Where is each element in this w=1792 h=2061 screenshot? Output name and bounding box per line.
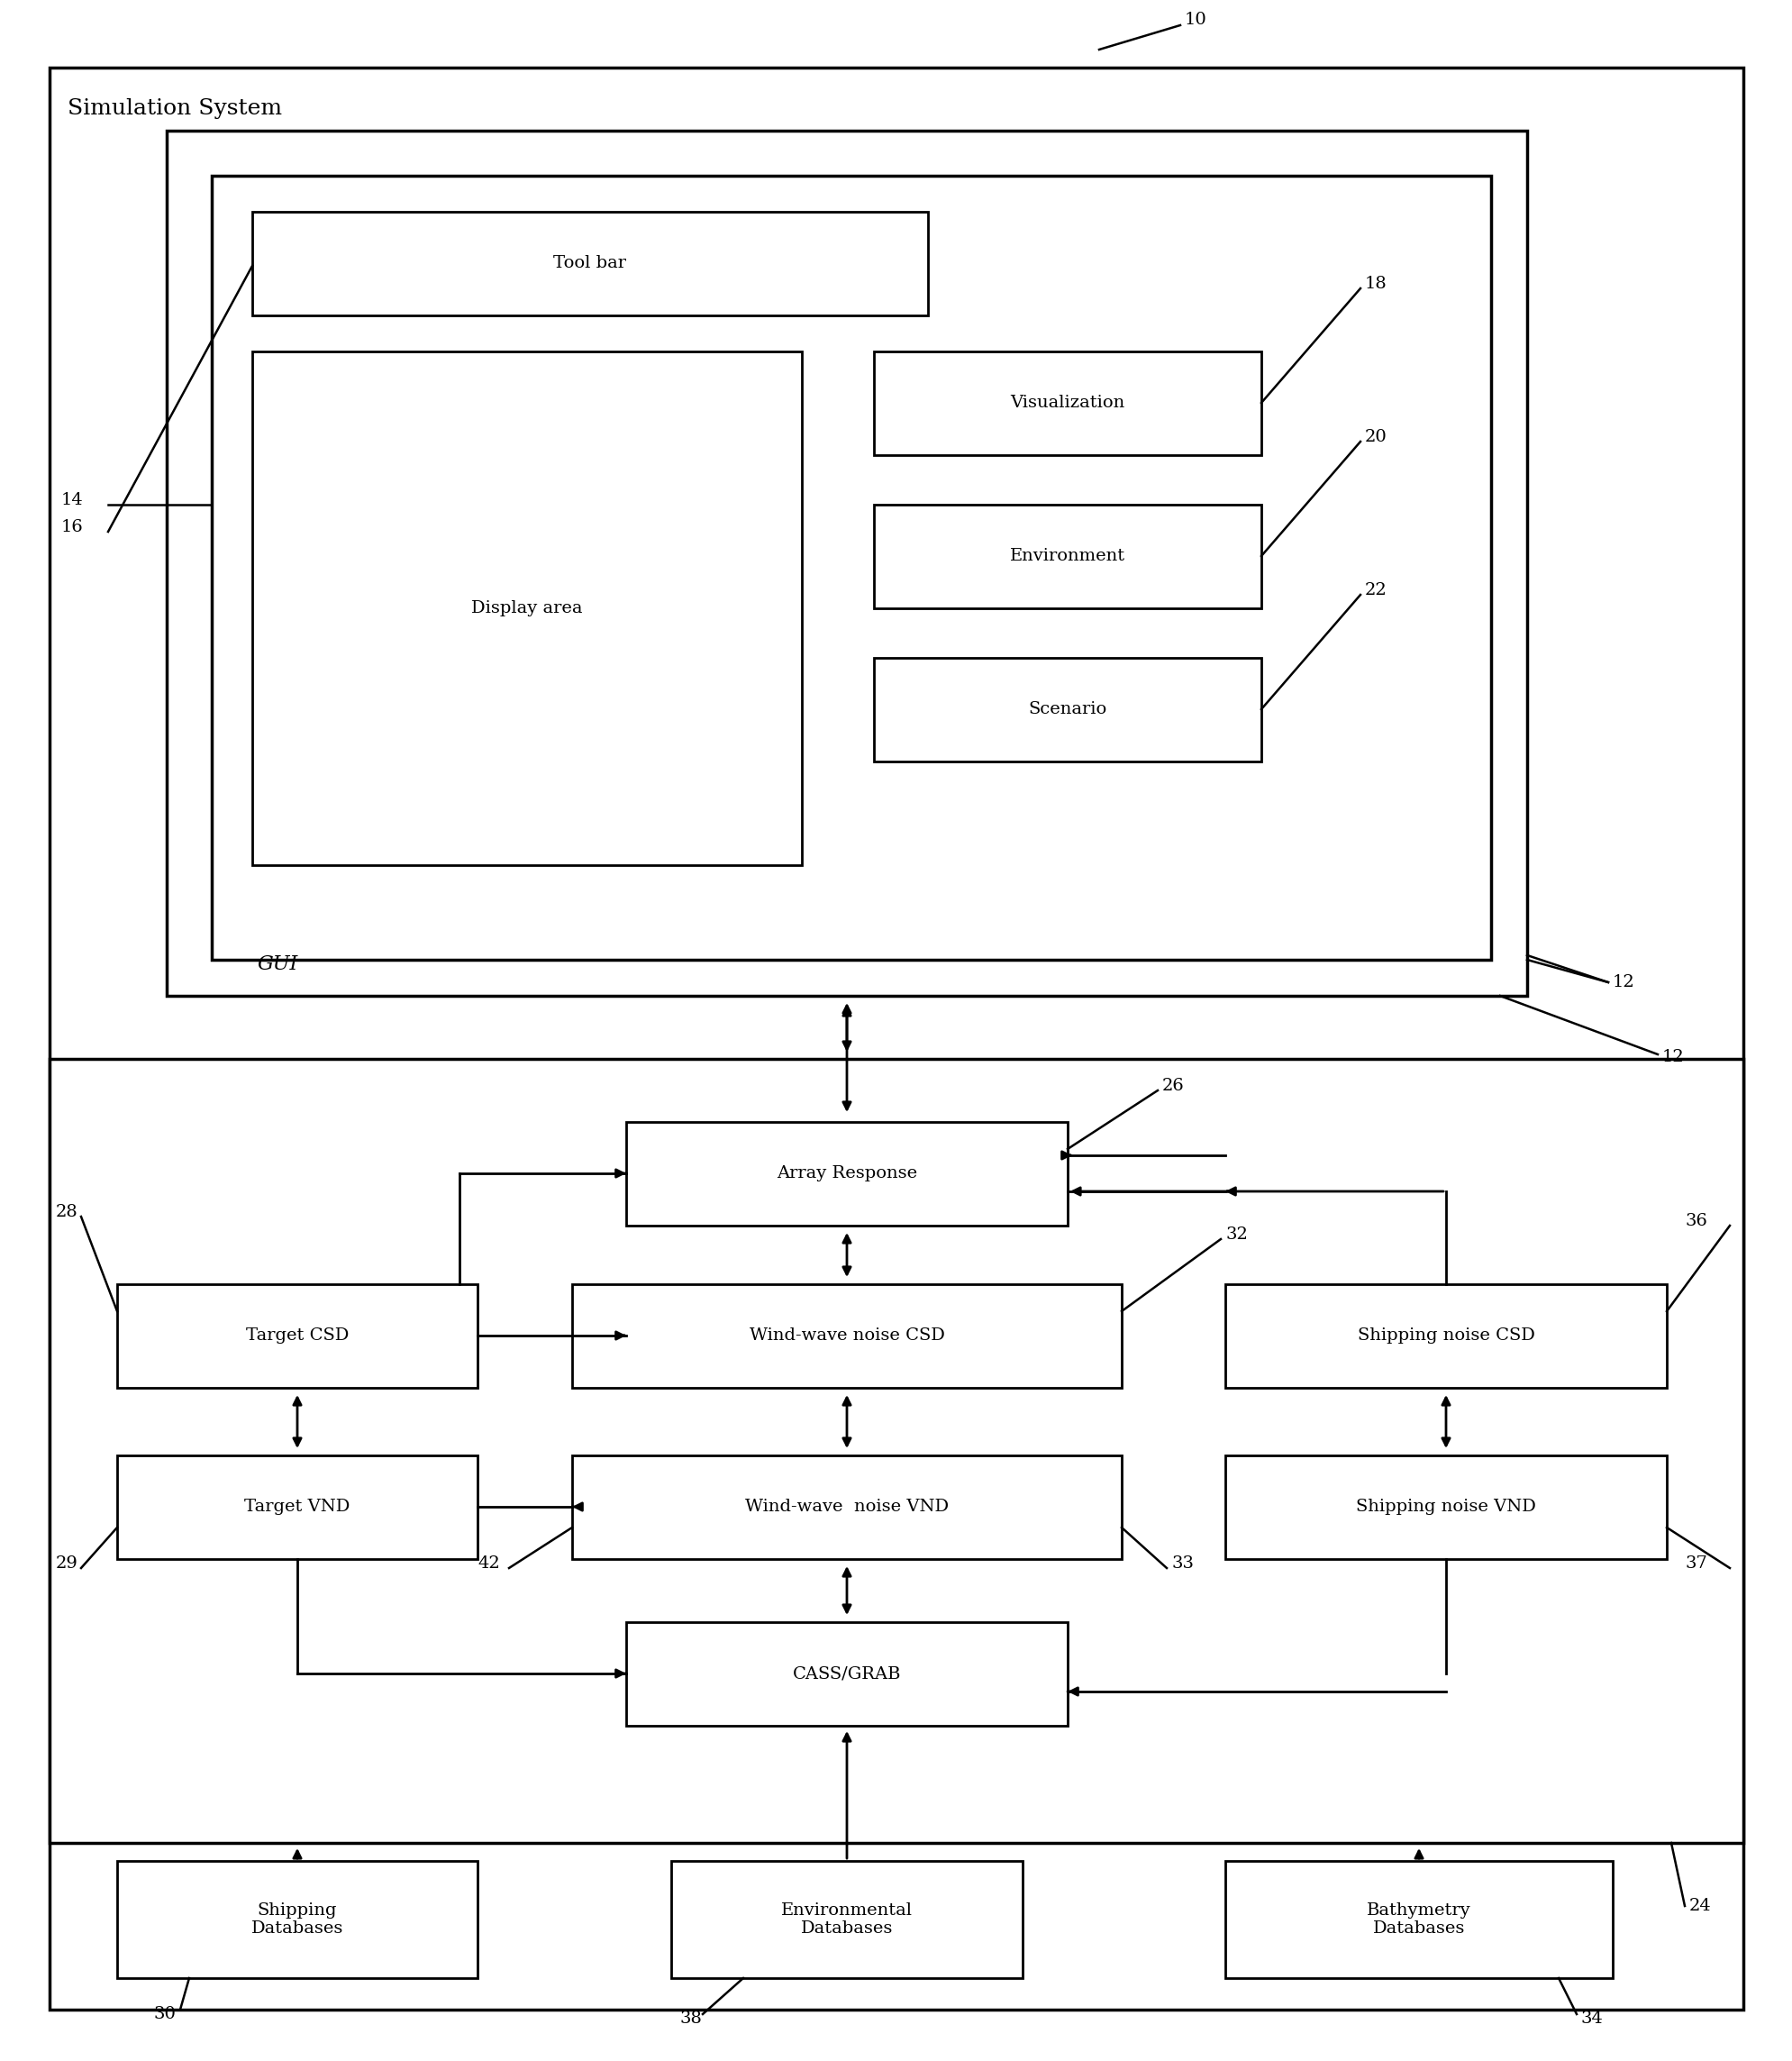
Bar [1224,1284,1667,1387]
Text: 12: 12 [1611,975,1634,991]
Text: 12: 12 [1661,1049,1684,1066]
Text: 20: 20 [1364,429,1387,445]
Text: Bathymetry
Databases: Bathymetry Databases [1366,1902,1471,1937]
Bar [1224,1861,1611,1979]
Bar [572,1284,1122,1387]
Bar [670,1861,1021,1979]
Text: Wind-wave noise CSD: Wind-wave noise CSD [749,1327,944,1344]
Text: 37: 37 [1684,1556,1706,1573]
Text: 38: 38 [679,2012,702,2026]
Text: 29: 29 [56,1556,79,1573]
Bar [167,130,1527,995]
Text: 14: 14 [61,493,84,509]
Text: Shipping noise CSD: Shipping noise CSD [1357,1327,1534,1344]
Text: 24: 24 [1688,1898,1711,1915]
Text: GUI: GUI [256,954,297,975]
Text: 10: 10 [1185,12,1206,29]
Text: Wind-wave  noise VND: Wind-wave noise VND [745,1498,948,1515]
Text: 42: 42 [477,1556,500,1573]
Text: 16: 16 [61,519,84,536]
Text: Environmental
Databases: Environmental Databases [781,1902,912,1937]
Text: Shipping
Databases: Shipping Databases [251,1902,344,1937]
Text: 18: 18 [1364,276,1387,293]
Text: Tool bar: Tool bar [554,256,625,272]
Text: Shipping noise VND: Shipping noise VND [1355,1498,1536,1515]
Bar [211,175,1491,960]
Text: 28: 28 [56,1204,79,1220]
Bar [873,657,1262,761]
Bar [625,1622,1066,1725]
Bar [116,1455,477,1558]
Text: 34: 34 [1581,2012,1602,2026]
Bar [253,352,801,866]
Text: Scenario: Scenario [1029,701,1106,717]
Text: Environment: Environment [1009,548,1125,565]
Bar [116,1861,477,1979]
Text: Simulation System: Simulation System [68,97,281,117]
Text: Display area: Display area [471,600,582,616]
Bar [873,352,1262,455]
Bar [116,1284,477,1387]
Text: CASS/GRAB: CASS/GRAB [792,1665,901,1682]
Text: Array Response: Array Response [776,1164,918,1181]
Bar [625,1121,1066,1226]
Text: 32: 32 [1224,1226,1247,1243]
Text: Target CSD: Target CSD [246,1327,349,1344]
Bar [1224,1455,1667,1558]
Text: 33: 33 [1170,1556,1193,1573]
Text: 36: 36 [1684,1214,1706,1228]
Bar [873,505,1262,608]
Bar [253,212,928,315]
Text: Visualization: Visualization [1011,396,1124,410]
Bar [572,1455,1122,1558]
Text: Target VND: Target VND [244,1498,349,1515]
Bar [50,1059,1742,1843]
Text: 22: 22 [1364,581,1387,598]
Text: 30: 30 [152,2005,176,2022]
Text: 26: 26 [1161,1078,1185,1094]
